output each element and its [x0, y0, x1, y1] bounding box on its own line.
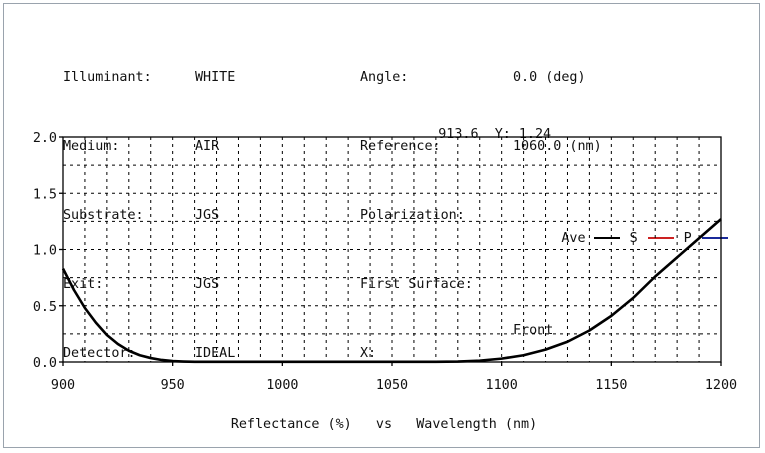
y-tick-label: 1.5 [33, 187, 57, 202]
y-tick-label: 0.0 [33, 356, 57, 371]
medium-label: Medium: [63, 139, 120, 154]
cursor-x-label: X: [360, 346, 377, 361]
chart-grid [63, 137, 721, 362]
polarization-p: P [683, 231, 692, 246]
y-tick-label: 0.5 [33, 300, 57, 315]
cursor-y-label: Y: [494, 127, 511, 142]
legend-p-line [701, 237, 728, 239]
detector-value: IDEAL [195, 346, 236, 361]
exit-value: JGS [195, 277, 220, 292]
cursor-y-value: 1.24 [518, 127, 552, 142]
first-surface-value: Front [513, 323, 554, 338]
x-tick-label: 950 [161, 378, 185, 393]
legend-ave-line [593, 237, 620, 239]
substrate-value: JGS [195, 208, 220, 223]
info-right-values: 0.0 (deg) 1060.0 (nm) Ave S P Front [513, 20, 728, 388]
y-tick-label: 1.0 [33, 244, 57, 259]
info-left-values: WHITE AIR JGS JGS IDEAL [195, 20, 235, 411]
x-tick-label: 1200 [705, 378, 737, 393]
x-tick-label: 1050 [376, 378, 408, 393]
y-tick-labels: 0.0 0.5 1.0 1.5 2.0 [33, 131, 63, 371]
chart-series [61, 218, 722, 364]
window-frame [3, 3, 760, 448]
angle-value: 0.0 (deg) [513, 70, 586, 85]
x-tick-label: 1000 [266, 378, 298, 393]
legend-s-line [647, 237, 674, 239]
reference-value: 1060.0 (nm) [513, 139, 602, 154]
x-tick-labels: 900 950 1000 1050 1100 1150 1200 [51, 362, 737, 393]
first-surface-label: First Surface: [360, 277, 473, 292]
polarization-label: Polarization: [360, 208, 465, 223]
polarization-s: S [629, 231, 638, 246]
cursor-x-value: 913.6 [438, 127, 479, 142]
x-tick-label: 900 [51, 378, 75, 393]
info-right: Angle: Reference: Polarization: First Su… [360, 20, 473, 411]
medium-value: AIR [195, 139, 220, 154]
cursor-readout: 913.6 Y: 1.24 [406, 112, 551, 157]
info-left: Illuminant: Medium: Substrate: Exit: Det… [63, 20, 152, 411]
x-tick-label: 1100 [486, 378, 518, 393]
y-tick-label: 2.0 [33, 131, 57, 146]
reference-label: Reference: [360, 139, 441, 154]
illuminant-label: Illuminant: [63, 70, 152, 85]
x-axis-label: Reflectance (%) vs Wavelength (nm) [231, 417, 537, 432]
series-line-ave [61, 218, 722, 364]
detector-label: Detector: [63, 346, 136, 361]
illuminant-value: WHITE [195, 70, 236, 85]
x-tick-label: 1150 [595, 378, 627, 393]
angle-label: Angle: [360, 70, 409, 85]
substrate-label: Substrate: [63, 208, 144, 223]
